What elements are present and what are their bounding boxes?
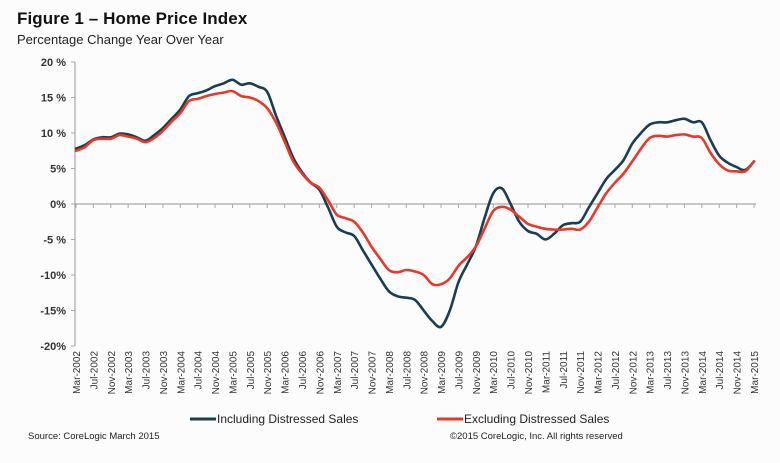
chart-title: Figure 1 – Home Price Index xyxy=(17,9,248,28)
x-tick-label: Nov-2014 xyxy=(733,351,744,395)
x-tick-label: Nov-2012 xyxy=(628,351,639,395)
x-tick-label: Mar-2008 xyxy=(385,351,396,394)
x-tick-label: Nov-2002 xyxy=(107,351,118,395)
x-axis: Mar-2002 Jul-2002 Nov-2002 Mar-2003 Jul-2003… xyxy=(72,203,761,395)
x-tick-label: Jul-2013 xyxy=(663,351,674,390)
y-tick-label: -20% xyxy=(40,341,66,353)
x-tick-label: Jul-2012 xyxy=(611,351,622,390)
x-tick-label: Jul-2007 xyxy=(350,351,361,390)
x-tick-label: Nov-2010 xyxy=(524,351,535,395)
x-tick-label: Mar-2002 xyxy=(72,351,83,394)
copyright-note: ©2015 CoreLogic, Inc. All rights reserve… xyxy=(450,431,623,442)
x-tick-label: Mar-2014 xyxy=(698,351,709,394)
x-tick-label: Jul-2008 xyxy=(402,351,413,390)
x-tick-label: Nov-2011 xyxy=(576,351,587,394)
x-tick-label: Mar-2015 xyxy=(750,351,761,394)
x-tick-label: Mar-2004 xyxy=(176,351,187,394)
x-tick-label: Jul-2004 xyxy=(194,351,205,390)
y-tick-label: 15 % xyxy=(41,93,66,105)
x-tick-label: Mar-2011 xyxy=(541,351,552,393)
x-tick-label: Nov-2013 xyxy=(680,351,691,395)
chart-subtitle: Percentage Change Year Over Year xyxy=(17,32,224,47)
x-tick-label: Nov-2007 xyxy=(368,351,379,395)
x-tick-label: Nov-2005 xyxy=(263,351,274,395)
y-tick-label: 20 % xyxy=(41,57,66,69)
x-tick-label: Jul-2009 xyxy=(454,351,465,390)
source-note: Source: CoreLogic March 2015 xyxy=(28,431,160,442)
legend: Including Distressed Sales Excluding Dist… xyxy=(190,412,609,426)
x-tick-label: Jul-2006 xyxy=(298,351,309,390)
x-tick-label: Mar-2007 xyxy=(333,351,344,394)
y-tick-label: 10 % xyxy=(41,128,66,140)
x-tick-label: Mar-2006 xyxy=(281,351,292,394)
x-tick-label: Nov-2004 xyxy=(211,351,222,395)
x-tick-label: Jul-2005 xyxy=(246,351,257,390)
x-tick-label: Jul-2002 xyxy=(89,351,100,390)
series-line-excluding-distressed-sales xyxy=(74,89,756,287)
x-tick-label: Nov-2009 xyxy=(472,351,483,395)
series-group xyxy=(74,78,756,329)
x-tick-label: Mar-2012 xyxy=(594,351,605,394)
y-tick-label: -15% xyxy=(40,306,66,318)
x-tick-label: Mar-2003 xyxy=(124,351,135,394)
x-tick-label: Mar-2009 xyxy=(437,351,448,394)
x-tick-label: Jul-2010 xyxy=(507,351,518,390)
x-tick-label: Jul-2003 xyxy=(142,351,153,390)
x-tick-label: Mar-2010 xyxy=(489,351,500,394)
x-tick-label: Nov-2008 xyxy=(420,351,431,395)
x-tick-label: Nov-2003 xyxy=(159,351,170,395)
x-tick-label: Jul-2011 xyxy=(559,351,570,389)
y-tick-label: 5% xyxy=(50,164,66,176)
x-tick-label: Mar-2005 xyxy=(228,351,239,394)
y-tick-label: -5 % xyxy=(43,235,66,247)
x-tick-label: Nov-2006 xyxy=(315,351,326,395)
x-tick-label: Mar-2013 xyxy=(646,351,657,394)
y-axis: 20 % 15 % 10 % 5% 0% -5 % -10% -15% -20% xyxy=(40,57,76,353)
y-tick-label: 0% xyxy=(50,199,66,211)
x-tick-label: Jul-2014 xyxy=(715,351,726,390)
legend-label-excluding-distressed-sales: Excluding Distressed Sales xyxy=(464,412,609,426)
y-tick-label: -10% xyxy=(40,270,66,282)
legend-label-including-distressed-sales: Including Distressed Sales xyxy=(217,412,358,426)
